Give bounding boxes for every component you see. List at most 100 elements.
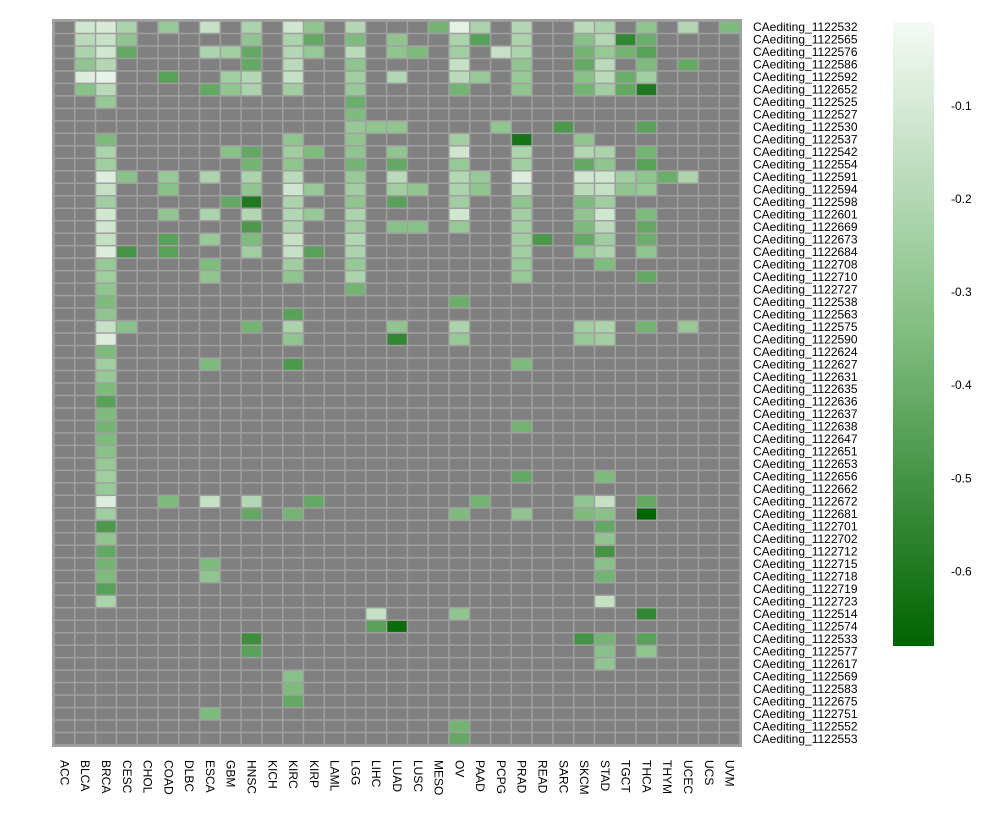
heatmap-cell-CAediting_1122533-KIRC — [283, 633, 303, 645]
heatmap-cell-CAediting_1122591-SARC — [553, 171, 573, 183]
heatmap-cell-CAediting_1122701-CESC — [117, 521, 137, 533]
heatmap-cell-CAediting_1122669-THCA — [636, 221, 657, 233]
heatmap-cell-CAediting_1122718-ACC — [54, 570, 75, 582]
heatmap-cell-CAediting_1122653-PAAD — [470, 458, 490, 470]
heatmap-cell-CAediting_1122527-TGCT — [616, 109, 636, 121]
heatmap-cell-CAediting_1122675-LUSC — [408, 695, 428, 707]
heatmap-cell-CAediting_1122684-BRCA — [96, 246, 116, 258]
heatmap-cell-CAediting_1122592-GBM — [221, 71, 241, 83]
heatmap-cell-CAediting_1122563-SKCM — [574, 308, 594, 320]
heatmap-cell-CAediting_1122542-SKCM — [574, 146, 594, 158]
heatmap-cell-CAediting_1122569-SKCM — [574, 670, 594, 682]
heatmap-cell-CAediting_1122583-CESC — [117, 683, 137, 695]
heatmap-cell-CAediting_1122525-MESO — [428, 96, 449, 108]
heatmap-cell-CAediting_1122569-LUAD — [387, 670, 407, 682]
heatmap-cell-CAediting_1122675-ESCA — [200, 695, 220, 707]
row-label: CAediting_1122617 — [753, 657, 858, 671]
heatmap-cell-CAediting_1122652-MESO — [428, 84, 449, 96]
row-label: CAediting_1122723 — [753, 594, 858, 608]
heatmap-cell-CAediting_1122719-THYM — [657, 583, 677, 595]
heatmap-cell-CAediting_1122637-KIRC — [283, 408, 303, 420]
heatmap-cell-CAediting_1122662-LIHC — [366, 483, 386, 495]
heatmap-cell-CAediting_1122715-CESC — [117, 558, 137, 570]
heatmap-cell-CAediting_1122701-PAAD — [470, 521, 490, 533]
heatmap-cell-CAediting_1122575-TGCT — [616, 321, 636, 333]
heatmap-cell-CAediting_1122675-READ — [532, 695, 553, 707]
heatmap-cell-CAediting_1122525-PAAD — [470, 96, 490, 108]
heatmap-cell-CAediting_1122719-TGCT — [616, 583, 636, 595]
heatmap-cell-CAediting_1122538-BLCA — [75, 296, 95, 308]
heatmap-cell-CAediting_1122533-DLBC — [179, 633, 199, 645]
heatmap-cell-CAediting_1122751-CHOL — [137, 708, 158, 720]
heatmap-cell-CAediting_1122656-BLCA — [75, 471, 95, 483]
heatmap-cell-CAediting_1122553-CESC — [117, 733, 137, 745]
heatmap-cell-CAediting_1122530-LUAD — [387, 121, 407, 133]
heatmap-cell-CAediting_1122569-UCEC — [678, 670, 698, 682]
heatmap-cell-CAediting_1122617-TGCT — [616, 658, 636, 670]
heatmap-cell-CAediting_1122701-TGCT — [616, 521, 636, 533]
heatmap-cell-CAediting_1122710-LAML — [324, 271, 345, 283]
heatmap-cell-CAediting_1122565-KICH — [262, 34, 282, 46]
heatmap-cell-CAediting_1122651-CESC — [117, 446, 137, 458]
heatmap-cell-CAediting_1122569-STAD — [595, 670, 615, 682]
heatmap-cell-CAediting_1122565-SKCM — [574, 34, 594, 46]
heatmap-cell-CAediting_1122601-LGG — [345, 208, 366, 220]
heatmap-cell-CAediting_1122590-LIHC — [366, 333, 386, 345]
heatmap-cell-CAediting_1122647-LUSC — [408, 433, 428, 445]
heatmap-cell-CAediting_1122656-UCS — [699, 471, 719, 483]
heatmap-cell-CAediting_1122651-UCEC — [678, 446, 698, 458]
heatmap-cell-CAediting_1122635-TGCT — [616, 383, 636, 395]
heatmap-cell-CAediting_1122591-TGCT — [616, 171, 636, 183]
heatmap-cell-CAediting_1122669-COAD — [158, 221, 178, 233]
heatmap-cell-CAediting_1122537-DLBC — [179, 134, 199, 146]
heatmap-cell-CAediting_1122591-LGG — [345, 171, 366, 183]
heatmap-cell-CAediting_1122719-UVM — [719, 583, 740, 595]
heatmap-cell-CAediting_1122638-MESO — [428, 421, 449, 433]
heatmap-cell-CAediting_1122751-CESC — [117, 708, 137, 720]
heatmap-cell-CAediting_1122533-OV — [449, 633, 470, 645]
heatmap-cell-CAediting_1122662-SKCM — [574, 483, 594, 495]
heatmap-cell-CAediting_1122653-DLBC — [179, 458, 199, 470]
heatmap-cell-CAediting_1122586-DLBC — [179, 59, 199, 71]
heatmap-cell-CAediting_1122662-LGG — [345, 483, 366, 495]
heatmap-cell-CAediting_1122553-LIHC — [366, 733, 386, 745]
heatmap-cell-CAediting_1122542-ACC — [54, 146, 75, 158]
heatmap-cell-CAediting_1122662-LAML — [324, 483, 345, 495]
heatmap-cell-CAediting_1122702-UCEC — [678, 533, 698, 545]
heatmap-cell-CAediting_1122583-BLCA — [75, 683, 95, 695]
heatmap-cell-CAediting_1122592-BRCA — [96, 71, 116, 83]
heatmap-cell-CAediting_1122651-LGG — [345, 446, 366, 458]
heatmap-cell-CAediting_1122710-GBM — [221, 271, 241, 283]
heatmap-cell-CAediting_1122565-LUSC — [408, 34, 428, 46]
heatmap-cell-CAediting_1122702-TGCT — [616, 533, 636, 545]
heatmap-cell-CAediting_1122574-BLCA — [75, 620, 95, 632]
heatmap-cell-CAediting_1122565-LGG — [345, 34, 366, 46]
heatmap-cell-CAediting_1122635-HNSC — [241, 383, 262, 395]
heatmap-cell-CAediting_1122533-COAD — [158, 633, 178, 645]
heatmap-cell-CAediting_1122598-KIRP — [304, 196, 324, 208]
heatmap-cell-CAediting_1122652-CHOL — [137, 84, 158, 96]
heatmap-cell-CAediting_1122598-LUAD — [387, 196, 407, 208]
column-label: CESC — [120, 760, 134, 794]
heatmap-cell-CAediting_1122710-BLCA — [75, 271, 95, 283]
heatmap-cell-CAediting_1122537-SARC — [553, 134, 573, 146]
heatmap-cell-CAediting_1122715-KIRC — [283, 558, 303, 570]
heatmap-cell-CAediting_1122751-TGCT — [616, 708, 636, 720]
heatmap-cell-CAediting_1122617-MESO — [428, 658, 449, 670]
heatmap-cell-CAediting_1122577-THYM — [657, 645, 677, 657]
heatmap-cell-CAediting_1122590-GBM — [221, 333, 241, 345]
heatmap-cell-CAediting_1122569-UVM — [719, 670, 740, 682]
heatmap-cell-CAediting_1122563-BLCA — [75, 308, 95, 320]
heatmap-cell-CAediting_1122601-LUAD — [387, 208, 407, 220]
heatmap-cell-CAediting_1122527-KICH — [262, 109, 282, 121]
heatmap-cell-CAediting_1122653-SKCM — [574, 458, 594, 470]
heatmap-cell-CAediting_1122537-LUAD — [387, 134, 407, 146]
heatmap-cell-CAediting_1122591-OV — [449, 171, 470, 183]
heatmap-cell-CAediting_1122586-MESO — [428, 59, 449, 71]
heatmap-cell-CAediting_1122586-GBM — [221, 59, 241, 71]
heatmap-cell-CAediting_1122638-LGG — [345, 421, 366, 433]
heatmap-cell-CAediting_1122525-LUSC — [408, 96, 428, 108]
heatmap-cell-CAediting_1122563-LGG — [345, 308, 366, 320]
heatmap-cell-CAediting_1122627-CHOL — [137, 358, 158, 370]
heatmap-cell-CAediting_1122719-OV — [449, 583, 470, 595]
